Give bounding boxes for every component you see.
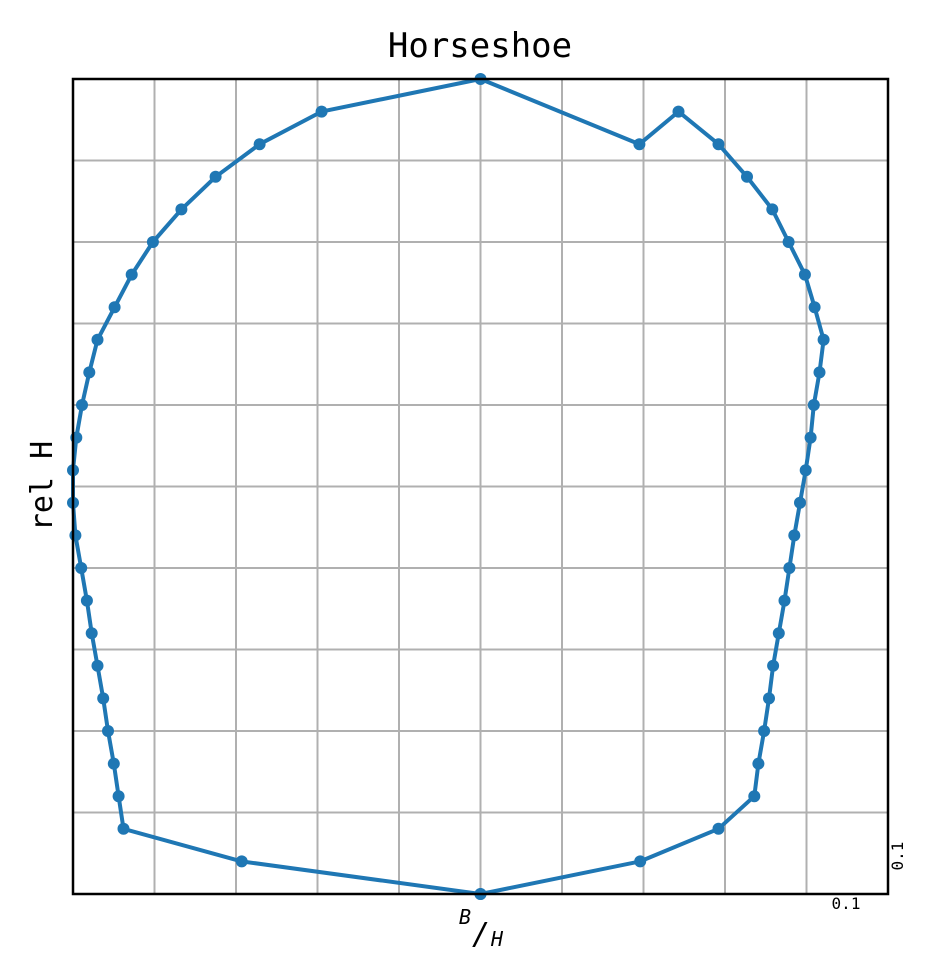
data-point (741, 170, 753, 183)
data-point (146, 236, 159, 248)
data-point (783, 562, 796, 574)
data-point (799, 464, 812, 477)
data-point (69, 529, 82, 542)
data-point (778, 594, 791, 607)
x-axis-label: B / H (459, 905, 504, 952)
data-point (798, 268, 811, 281)
y-axis-label: rel H (25, 441, 60, 531)
data-point (804, 431, 817, 444)
x-axis-label-slash: / (472, 917, 490, 952)
data-point (788, 529, 801, 542)
data-point (808, 301, 821, 314)
data-point (91, 333, 104, 346)
data-point (91, 659, 104, 672)
data-point (253, 138, 266, 151)
data-point (83, 366, 96, 379)
chart-title: Horseshoe (388, 26, 572, 66)
data-point (807, 399, 820, 411)
data-point (85, 627, 98, 640)
data-point (794, 496, 806, 509)
series-line (71, 77, 826, 896)
data-point (97, 692, 110, 705)
data-point (782, 236, 795, 248)
data-point (125, 268, 138, 281)
data-point (752, 757, 765, 770)
data-point (712, 138, 725, 151)
data-point (772, 627, 785, 640)
data-point (813, 366, 826, 379)
data-point (76, 399, 88, 411)
data-point (817, 333, 830, 346)
data-point (315, 105, 328, 118)
data-point (672, 105, 685, 118)
data-point (763, 692, 775, 705)
data-point (117, 822, 130, 835)
data-point (633, 138, 646, 151)
data-point (175, 203, 188, 216)
axes-frame (71, 77, 890, 896)
data-point (108, 301, 121, 314)
data-point (767, 659, 780, 672)
data-point (75, 562, 88, 574)
data-point (712, 822, 725, 835)
data-point (102, 725, 114, 737)
data-point (634, 855, 647, 868)
data-point (107, 757, 120, 770)
data-point (80, 594, 93, 607)
x-axis-label-numerator: B (459, 905, 471, 929)
x-axis-label-denominator: H (490, 927, 504, 951)
data-point (209, 170, 222, 183)
data-point (766, 203, 779, 216)
grid (73, 79, 888, 894)
data-point (748, 790, 761, 803)
series-horseshoe (67, 73, 830, 900)
data-point (758, 725, 771, 737)
x-tick-note: 0.1 (832, 894, 861, 913)
data-point (235, 855, 248, 868)
data-point (112, 790, 125, 803)
y-tick-note: 0.1 (888, 842, 907, 871)
